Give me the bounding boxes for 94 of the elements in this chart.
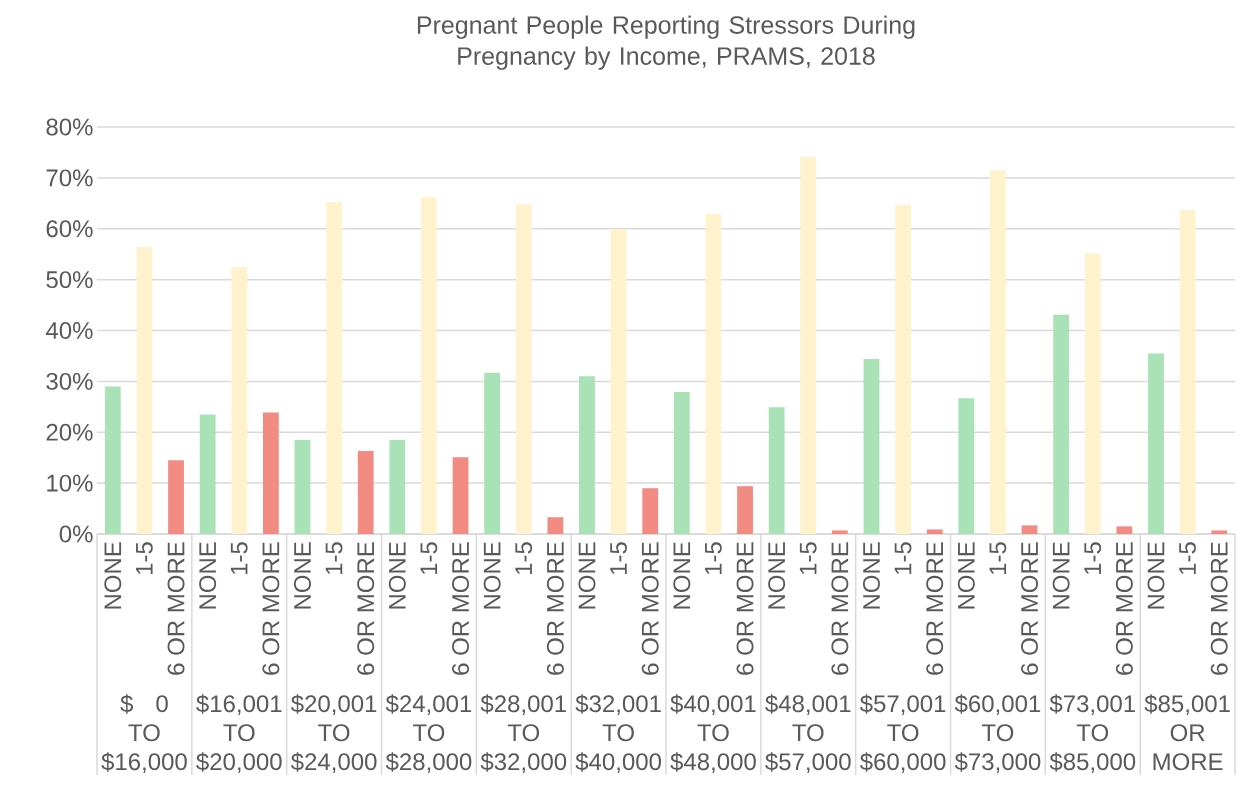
bar	[768, 407, 785, 534]
bar	[515, 204, 532, 534]
text: NONE	[768, 542, 786, 609]
text: 1-5	[515, 542, 533, 575]
bar	[579, 376, 595, 534]
bar	[452, 457, 469, 534]
x-tick-label: $20,001 TO $24,000	[290, 694, 377, 774]
bar	[673, 392, 690, 534]
bar	[104, 386, 121, 534]
text: 1-5	[894, 542, 912, 575]
bar	[389, 439, 406, 534]
text: 1-5	[1179, 542, 1196, 575]
bar	[199, 414, 216, 534]
bar	[484, 372, 501, 534]
text: 6 OR MORE	[736, 542, 754, 675]
bar	[737, 486, 753, 534]
x-tick-label: $48,001 TO $57,000	[765, 694, 851, 774]
text: 6 OR MORE	[546, 542, 564, 675]
text: 6 OR MORE	[1115, 542, 1133, 675]
text: 1-5	[1084, 542, 1102, 575]
text: 1-5	[325, 542, 343, 575]
bar	[136, 247, 153, 534]
text: NONE	[483, 542, 501, 609]
text: 1-5	[705, 542, 722, 575]
bar	[610, 229, 627, 534]
bar	[1053, 314, 1070, 534]
bar	[1084, 253, 1101, 534]
bar	[547, 517, 564, 534]
x-tick-label: $73,001 TO $85,000	[1049, 694, 1136, 774]
x-tick-label: $ 0 TO $16,000	[101, 694, 187, 774]
x-tick-label: $85,001 OR MORE	[1144, 694, 1230, 771]
text: NONE	[199, 542, 217, 609]
bar	[1211, 530, 1228, 534]
bar	[1179, 209, 1196, 534]
y-tick-label: 50%	[46, 271, 93, 289]
text: 6 OR MORE	[641, 542, 659, 675]
text: 1-5	[230, 542, 248, 575]
bar	[926, 529, 943, 534]
bar	[800, 157, 817, 534]
text: NONE	[293, 542, 311, 609]
x-tick-label: $60,001 TO $73,000	[954, 694, 1041, 774]
text: 6 OR MORE	[262, 542, 280, 675]
bar	[357, 451, 374, 534]
text: NONE	[388, 542, 406, 609]
y-tick-label: 60%	[46, 220, 93, 238]
text: NONE	[578, 542, 596, 609]
bar	[294, 439, 311, 534]
bar	[326, 202, 342, 534]
bar	[1021, 525, 1038, 534]
bar	[1116, 526, 1133, 534]
text: 1-5	[610, 542, 627, 575]
x-tick-label: $28,001 TO $32,000	[480, 694, 567, 774]
text: 1-5	[989, 542, 1007, 575]
y-tick-label: 10%	[47, 474, 93, 492]
text: 6 OR MORE	[926, 542, 944, 675]
y-tick-label: 40%	[45, 322, 93, 339]
text: NONE	[1147, 542, 1165, 609]
bar	[831, 530, 848, 534]
text: 6 OR MORE	[831, 542, 849, 675]
bar	[958, 398, 975, 534]
bar	[642, 488, 659, 534]
bar	[231, 266, 248, 534]
bar	[863, 358, 880, 534]
text: 6 OR MORE	[452, 542, 470, 675]
text: NONE	[104, 542, 122, 609]
y-tick-label: 20%	[46, 423, 93, 441]
x-tick-label: $57,001 TO $60,000	[859, 694, 946, 774]
y-tick-label: 0%	[59, 525, 93, 543]
text: 1-5	[136, 542, 153, 575]
x-tick-label: $24,001 TO $28,000	[385, 694, 472, 774]
text: NONE	[673, 542, 691, 609]
text: 6 OR MORE	[357, 542, 375, 675]
text: NONE	[1052, 542, 1070, 609]
text: NONE	[957, 542, 975, 609]
chart-title: Pregnant People Reporting Stressors During Pregnancy by Income, PRAMS, 2018	[417, 15, 915, 70]
text: 1-5	[420, 542, 438, 575]
y-tick-label: 70%	[46, 169, 93, 187]
bar	[705, 214, 722, 534]
x-tick-label: $16,001 TO $20,000	[196, 694, 282, 774]
y-tick-label: 30%	[46, 372, 93, 390]
bar	[990, 170, 1006, 534]
text: NONE	[863, 542, 880, 609]
bar	[168, 460, 184, 534]
bar	[895, 204, 911, 534]
text: 6 OR MORE	[1021, 542, 1039, 675]
bar	[421, 197, 437, 534]
x-tick-label: $32,001 TO $40,000	[575, 694, 662, 774]
bar	[1148, 353, 1164, 534]
bar	[262, 412, 279, 534]
text: 6 OR MORE	[1210, 542, 1228, 675]
text: 6 OR MORE	[167, 542, 185, 675]
text: 1-5	[799, 542, 817, 575]
y-tick-label: 80%	[46, 118, 93, 136]
x-tick-label: $40,001 TO $48,000	[670, 694, 756, 774]
